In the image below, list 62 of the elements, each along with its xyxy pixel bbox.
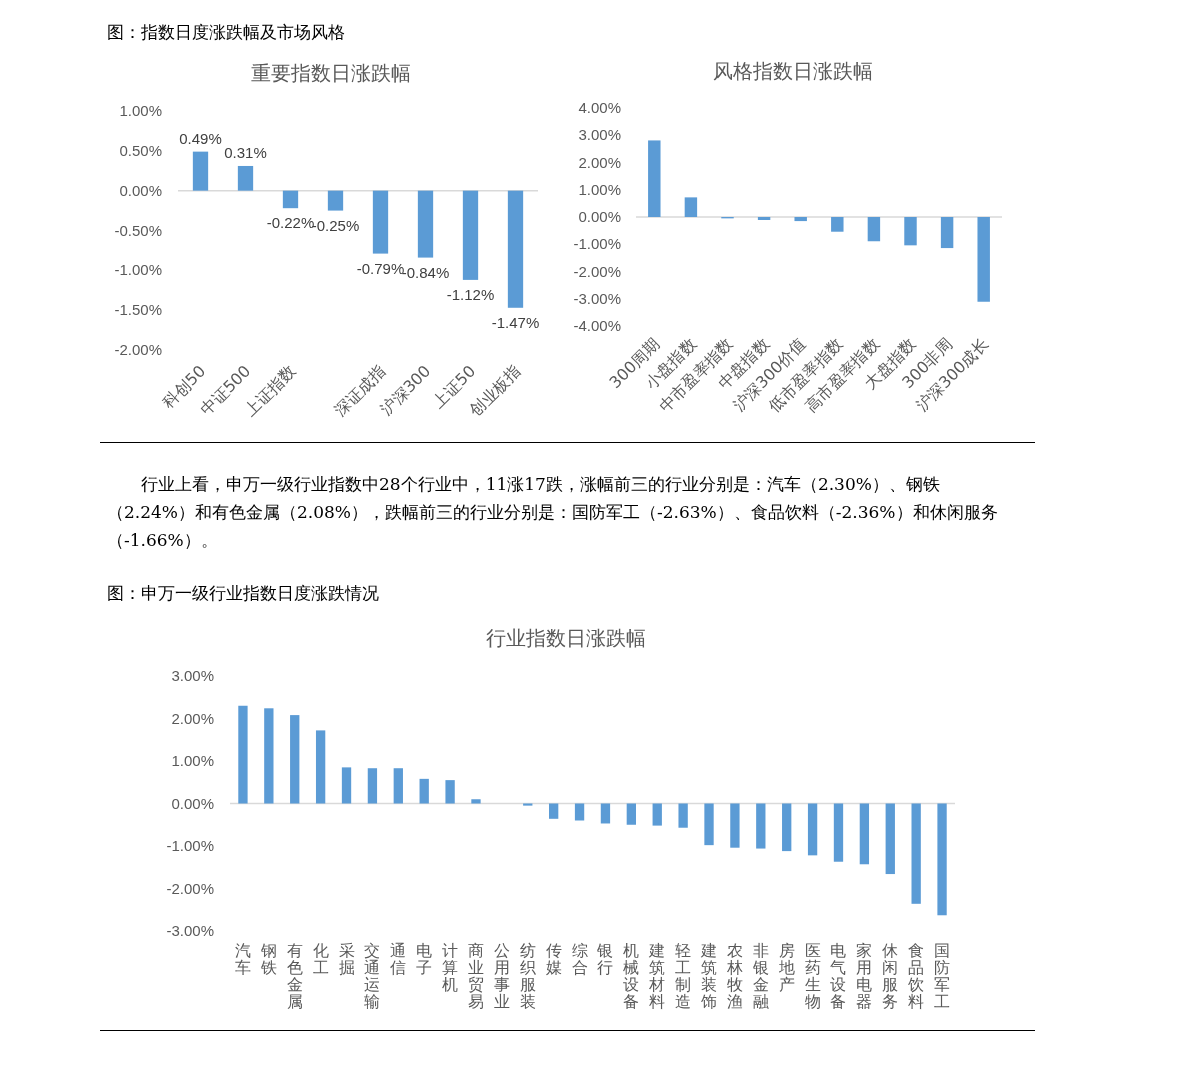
y-tick-label: 2.00%	[171, 709, 214, 727]
y-tick-label: 0.50%	[119, 141, 162, 159]
y-tick-label: 1.00%	[119, 102, 162, 119]
x-tick-label: 采掘	[338, 941, 355, 977]
y-tick-label: -1.50%	[114, 301, 162, 319]
x-tick-label: 国防军工	[934, 941, 951, 1011]
y-tick-label: 2.00%	[578, 153, 621, 171]
y-tick-label: 3.00%	[171, 667, 214, 684]
x-tick-label: 农林牧渔	[725, 941, 743, 1011]
y-tick-label: 0.00%	[578, 208, 621, 225]
chart-title: 重要指数日涨跌幅	[251, 61, 411, 85]
text: 行业上看，申万一级行业指数中28个行业中，11涨17跌，涨幅前三的行业分别是：汽车（2.30%）、钢铁（2.24%）和有色金属（2.08%），跌幅前三的行业分别是：国防军工（-2.63%）、食品饮料（-2.36%）和休闲服务（-1.66%）。	[107, 473, 999, 552]
text: 图：申万一级行业指数日度涨跌情况	[107, 582, 380, 605]
data-label: -1.47%	[491, 313, 540, 331]
x-tick-label: 医药生物	[804, 941, 821, 1011]
x-tick-label: 建筑装饰	[700, 941, 718, 1011]
y-tick-label: -1.00%	[573, 235, 621, 253]
x-tick-label: 房地产	[777, 941, 795, 994]
y-tick-label: 3.00%	[578, 126, 621, 144]
x-tick-label: 汽车	[234, 941, 251, 977]
x-tick-label: 传媒	[545, 941, 562, 977]
y-tick-label: -1.00%	[166, 837, 214, 854]
y-tick-label: -1.00%	[114, 261, 162, 279]
x-tick-label: 有色金属	[286, 941, 303, 1011]
y-tick-label: 4.00%	[578, 99, 621, 116]
x-tick-label: 银行	[596, 941, 614, 977]
y-tick-label: 0.00%	[171, 794, 214, 812]
y-tick-label: -4.00%	[573, 317, 621, 334]
x-tick-label: 纺织服装	[519, 941, 536, 1011]
x-tick-label: 建筑材料	[648, 941, 666, 1011]
x-tick-label: 通信	[390, 941, 407, 977]
data-label: 0.49%	[179, 129, 222, 147]
x-tick-label: 家用电器	[856, 941, 873, 1011]
y-tick-label: -2.00%	[573, 262, 621, 280]
x-tick-label: 食品饮料	[907, 941, 925, 1011]
x-tick-label: 商业贸易	[467, 941, 484, 1011]
x-tick-label: 综合	[571, 941, 588, 977]
x-tick-label: 钢铁	[259, 941, 277, 977]
y-tick-label: 0.00%	[119, 181, 162, 199]
x-tick-label: 休闲服务	[882, 941, 899, 1011]
y-tick-label: -0.50%	[114, 221, 162, 239]
x-tick-label: 化工	[312, 941, 329, 977]
x-tick-label: 交通运输	[364, 941, 381, 1011]
text: 图：指数日度涨跌幅及市场风格	[107, 21, 346, 44]
x-tick-label: 电气设备	[830, 941, 847, 1011]
x-tick-label: 电子	[416, 941, 433, 977]
x-tick-label: 非银金融	[751, 941, 769, 1011]
data-label: -1.12%	[446, 285, 495, 303]
chart-title: 风格指数日涨跌幅	[713, 59, 873, 83]
y-tick-label: -3.00%	[166, 922, 214, 939]
x-tick-label: 计算机	[442, 941, 459, 994]
x-tick-label: 机械设备	[623, 941, 640, 1011]
data-label: 0.31%	[224, 143, 267, 161]
chart-title: 行业指数日涨跌幅	[486, 626, 646, 650]
y-tick-label: 1.00%	[171, 752, 214, 769]
x-tick-label: 公用事业	[493, 941, 510, 1011]
data-label: -0.79%	[356, 259, 405, 277]
y-tick-label: -2.00%	[114, 341, 162, 358]
y-tick-label: 1.00%	[578, 180, 621, 198]
y-tick-label: -3.00%	[573, 289, 621, 307]
y-tick-label: -2.00%	[166, 879, 214, 897]
x-tick-label: 轻工制造	[675, 941, 692, 1011]
